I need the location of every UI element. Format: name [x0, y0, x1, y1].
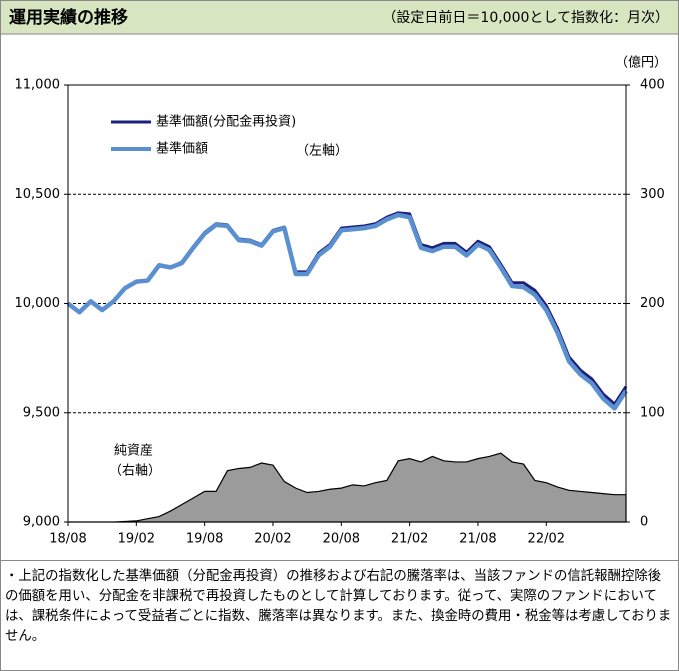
x-tick-label: 20/02: [254, 532, 291, 547]
y-tick-label: 9,000: [23, 515, 60, 530]
y2-tick-label: 0: [640, 515, 648, 530]
annotation: （右軸）: [109, 464, 161, 479]
x-tick-label: 19/08: [186, 532, 223, 547]
y-tick-label: 10,500: [15, 187, 61, 202]
y2-tick-label: 400: [640, 78, 665, 93]
y2-tick-label: 300: [640, 187, 665, 202]
y2-tick-label: 200: [640, 296, 665, 311]
y2-tick-label: 100: [640, 405, 665, 420]
x-tick-label: 21/08: [459, 532, 496, 547]
x-tick-label: 22/02: [528, 532, 565, 547]
legend-label: 基準価額: [156, 141, 208, 157]
y-tick-label: 11,000: [15, 78, 61, 93]
y2-axis-label: （億円）: [615, 55, 667, 71]
x-tick-label: 18/08: [49, 532, 86, 547]
chart: 運用実績の推移 （設定日前日＝10,000として指数化：月次） （億円） （左軸…: [1, 1, 678, 561]
series-label: 純資産: [114, 443, 153, 459]
legend-label: 基準価額(分配金再投資): [156, 114, 296, 130]
chart-subtitle: （設定日前日＝10,000として指数化：月次）: [382, 9, 669, 26]
line: [66, 212, 628, 411]
annotation: （左軸）: [296, 144, 348, 159]
y-tick-label: 9,500: [23, 405, 60, 420]
y-tick-label: 10,000: [15, 296, 61, 311]
header-bar: [1, 1, 678, 34]
plot-frame: [67, 84, 627, 523]
x-tick-label: 19/02: [118, 532, 155, 547]
x-tick-label: 20/08: [323, 532, 360, 547]
area: [68, 452, 627, 523]
chart-title: 運用実績の推移: [9, 7, 128, 28]
x-tick-label: 21/02: [391, 532, 428, 547]
note: ・上記の指数化した基準価額（分配金再投資）の推移および右記の騰落率は、当該ファン…: [5, 569, 672, 644]
